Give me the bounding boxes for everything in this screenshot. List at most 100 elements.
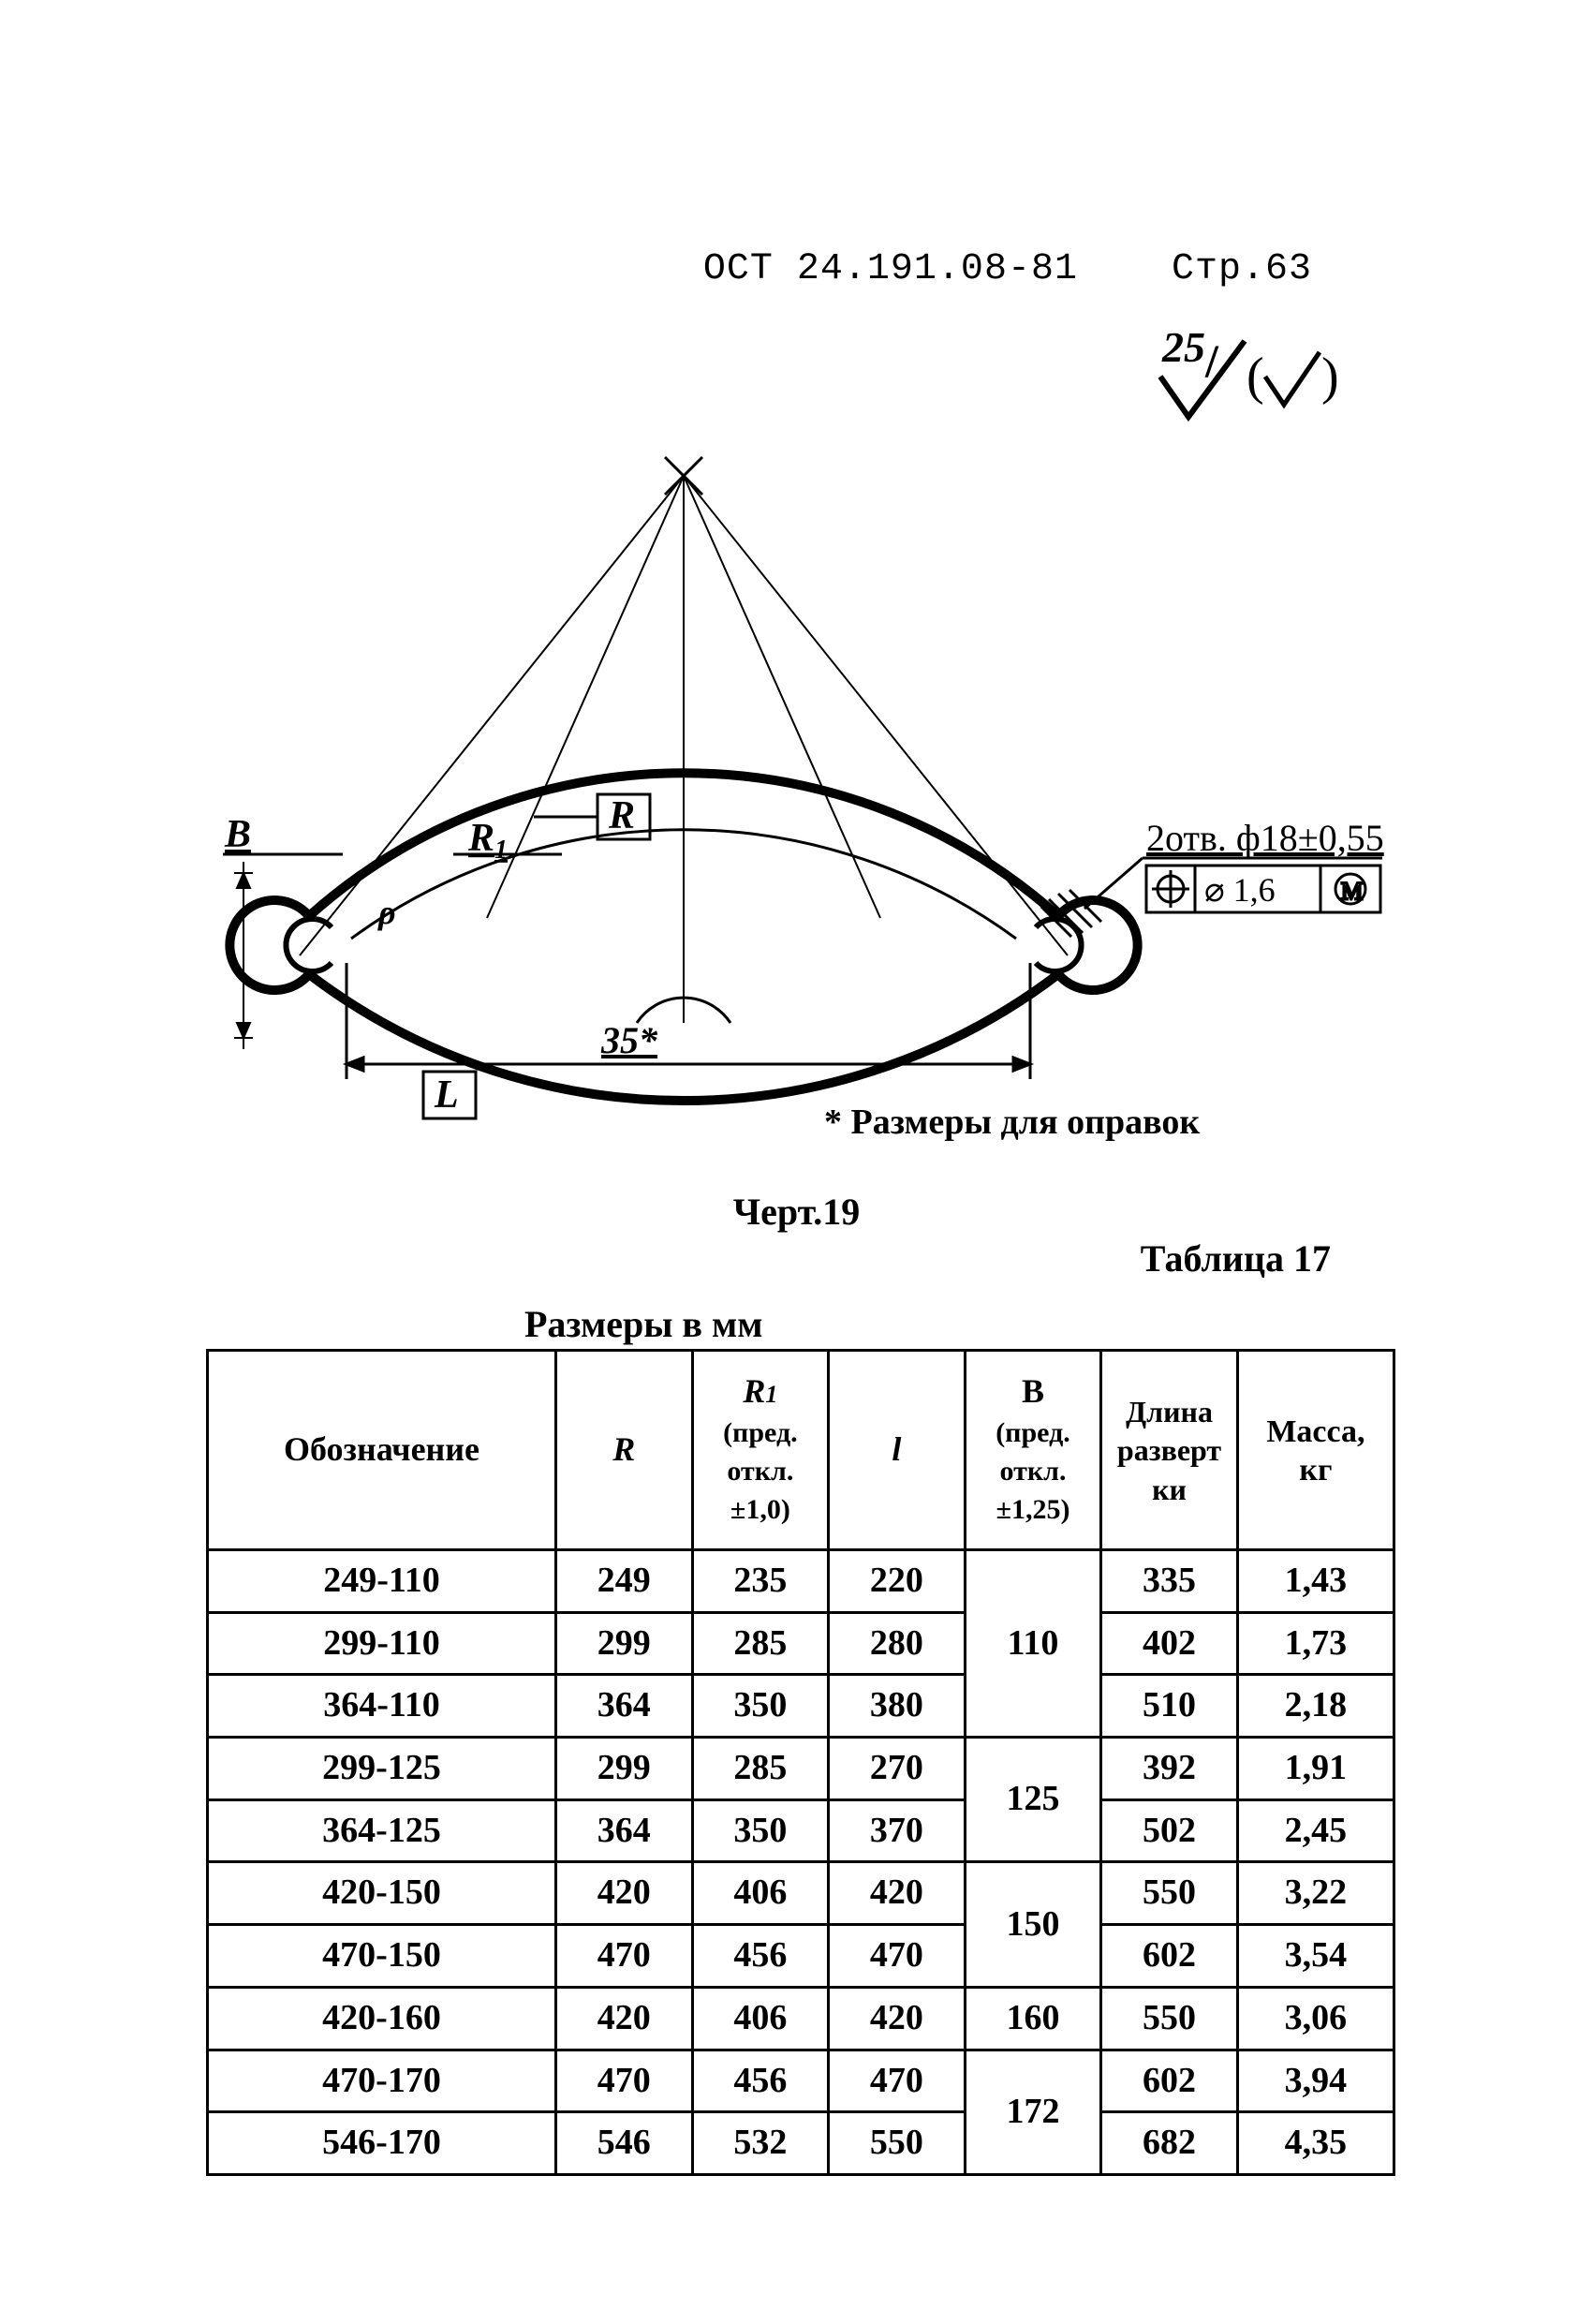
table-cell: 2,18 bbox=[1237, 1675, 1394, 1738]
table-body: 249-1102492352201103351,43299-1102992852… bbox=[208, 1550, 1394, 2175]
angle-text: 35* bbox=[600, 1019, 658, 1061]
callout-holes: 2отв. ф18±0,55 bbox=[1146, 817, 1384, 859]
angle-label: 35* bbox=[600, 998, 730, 1061]
table-row: 299-1252992852701253921,91 bbox=[208, 1738, 1394, 1800]
table-row: 364-1253643503705022,45 bbox=[208, 1799, 1394, 1862]
table-cell: 456 bbox=[692, 2050, 829, 2112]
table-cell: 550 bbox=[1101, 1862, 1238, 1925]
table-row: 420-1504204064201505503,22 bbox=[208, 1862, 1394, 1925]
paren-open: ( bbox=[1246, 348, 1264, 406]
table-cell: 285 bbox=[692, 1612, 829, 1675]
table-cell: 470 bbox=[829, 1925, 966, 1988]
table-cell: 420 bbox=[556, 1987, 693, 2050]
table-cell: 470-150 bbox=[208, 1925, 556, 1988]
table-cell: 299 bbox=[556, 1612, 693, 1675]
table-cell: 364-110 bbox=[208, 1675, 556, 1738]
R1-text: R1 bbox=[467, 817, 508, 865]
table-cell: 1,73 bbox=[1237, 1612, 1394, 1675]
page-ref: Стр.63 bbox=[1172, 248, 1312, 290]
table-cell: 2,45 bbox=[1237, 1799, 1394, 1862]
table-cell-B: 110 bbox=[965, 1550, 1101, 1738]
table-cell: 470-170 bbox=[208, 2050, 556, 2112]
rho-label: ρ bbox=[377, 894, 396, 931]
table-cell: 299-125 bbox=[208, 1738, 556, 1800]
check-small-icon bbox=[1265, 352, 1320, 405]
table-cell: 546 bbox=[556, 2112, 693, 2175]
table-cell: 3,22 bbox=[1237, 1862, 1394, 1925]
table-cell: 420-150 bbox=[208, 1862, 556, 1925]
table-cell: 420-160 bbox=[208, 1987, 556, 2050]
B-dim-lines bbox=[234, 862, 253, 1049]
table-row: 249-1102492352201103351,43 bbox=[208, 1550, 1394, 1613]
surface-finish-symbol: 25 / ( ) bbox=[1143, 318, 1350, 422]
table-cell: 235 bbox=[692, 1550, 829, 1613]
surface-finish-icon: 25 / ( ) bbox=[1143, 318, 1350, 422]
table-cell: 470 bbox=[556, 1925, 693, 1988]
table-row: 364-1103643503805102,18 bbox=[208, 1675, 1394, 1738]
col-designation: Обозначение bbox=[208, 1351, 556, 1550]
table-cell: 364 bbox=[556, 1799, 693, 1862]
table-cell: 456 bbox=[692, 1925, 829, 1988]
figure-caption: Черт.19 bbox=[0, 1190, 1593, 1234]
table-cell: 1,91 bbox=[1237, 1738, 1394, 1800]
table-row: 420-1604204064201605503,06 bbox=[208, 1987, 1394, 2050]
diagram: R R1 B bbox=[187, 450, 1386, 1152]
table-cell: 3,54 bbox=[1237, 1925, 1394, 1988]
table-cell: 470 bbox=[829, 2050, 966, 2112]
col-R1: R1 (пред.откл.±1,0) bbox=[692, 1351, 829, 1550]
col-mass: Масса,кг bbox=[1237, 1351, 1394, 1550]
dimensions-table: Обозначение R R1 (пред.откл.±1,0) l B (п… bbox=[206, 1349, 1395, 2176]
m-circle-icon: M bbox=[1335, 874, 1365, 905]
table-cell-B: 172 bbox=[965, 2050, 1101, 2174]
table-cell: 402 bbox=[1101, 1612, 1238, 1675]
table-cell: 220 bbox=[829, 1550, 966, 1613]
L-box: L bbox=[423, 1072, 476, 1118]
table-cell: 470 bbox=[556, 2050, 693, 2112]
table-cell: 299 bbox=[556, 1738, 693, 1800]
table-cell: 420 bbox=[829, 1862, 966, 1925]
L-dimension bbox=[347, 963, 1030, 1079]
table-cell: 3,06 bbox=[1237, 1987, 1394, 2050]
table-cell: 392 bbox=[1101, 1738, 1238, 1800]
table-cell: 249 bbox=[556, 1550, 693, 1613]
table-cell: 380 bbox=[829, 1675, 966, 1738]
rho-text: ρ bbox=[377, 894, 396, 931]
table-cell: 335 bbox=[1101, 1550, 1238, 1613]
callout-tol: ⌀ 1,6 bbox=[1204, 871, 1276, 909]
table-cell: 510 bbox=[1101, 1675, 1238, 1738]
table-title: Таблица 17 bbox=[1141, 1236, 1331, 1280]
table-cell: 3,94 bbox=[1237, 2050, 1394, 2112]
table-cell: 406 bbox=[692, 1987, 829, 2050]
table-cell: 406 bbox=[692, 1862, 829, 1925]
table-cell-B: 150 bbox=[965, 1862, 1101, 1987]
table-header-row: Обозначение R R1 (пред.откл.±1,0) l B (п… bbox=[208, 1351, 1394, 1550]
page: ОСТ 24.191.08-81 Стр.63 25 / ( ) bbox=[0, 0, 1593, 2324]
table-cell: 602 bbox=[1101, 2050, 1238, 2112]
col-R: R bbox=[556, 1351, 693, 1550]
table-cell: 285 bbox=[692, 1738, 829, 1800]
table-row: 470-1504704564706023,54 bbox=[208, 1925, 1394, 1988]
table-cell: 299-110 bbox=[208, 1612, 556, 1675]
B-label: B bbox=[223, 813, 343, 856]
table-row: 546-1705465325506824,35 bbox=[208, 2112, 1394, 2175]
position-symbol-icon bbox=[1152, 870, 1189, 908]
B-text: B bbox=[224, 813, 251, 856]
table-cell: 502 bbox=[1101, 1799, 1238, 1862]
table-cell: 249-110 bbox=[208, 1550, 556, 1613]
col-B: B (пред.откл.±1,25) bbox=[965, 1351, 1101, 1550]
data-table: Обозначение R R1 (пред.откл.±1,0) l B (п… bbox=[206, 1349, 1395, 2176]
doc-code: ОСТ 24.191.08-81 Стр.63 bbox=[703, 248, 1312, 290]
table-cell: 420 bbox=[556, 1862, 693, 1925]
table-cell: 546-170 bbox=[208, 2112, 556, 2175]
table-cell: 682 bbox=[1101, 2112, 1238, 2175]
table-units: Размеры в мм bbox=[524, 1302, 763, 1346]
surface-value: 25 bbox=[1161, 323, 1205, 371]
table-cell: 420 bbox=[829, 1987, 966, 2050]
table-cell: 4,35 bbox=[1237, 2112, 1394, 2175]
svg-text:M: M bbox=[1341, 878, 1363, 905]
table-cell: 1,43 bbox=[1237, 1550, 1394, 1613]
table-row: 299-1102992852804021,73 bbox=[208, 1612, 1394, 1675]
diagram-svg: R R1 B bbox=[187, 450, 1386, 1171]
table-row: 470-1704704564701726023,94 bbox=[208, 2050, 1394, 2112]
table-cell: 370 bbox=[829, 1799, 966, 1862]
